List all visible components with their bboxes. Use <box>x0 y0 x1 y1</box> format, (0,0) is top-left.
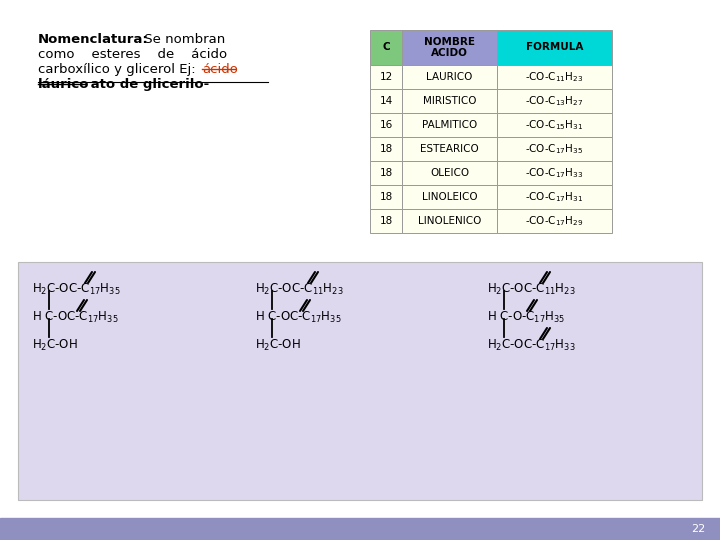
Text: -CO-C$_{17}$H$_{33}$: -CO-C$_{17}$H$_{33}$ <box>526 166 584 180</box>
Text: H$_2$C-OH: H$_2$C-OH <box>255 338 301 353</box>
Text: LAURICO: LAURICO <box>426 72 473 82</box>
Bar <box>18 262 702 500</box>
Bar <box>370 209 402 233</box>
Text: 22: 22 <box>690 524 705 534</box>
Bar <box>370 65 402 89</box>
Bar <box>402 137 497 161</box>
Text: -CO-C$_{17}$H$_{29}$: -CO-C$_{17}$H$_{29}$ <box>526 214 584 228</box>
Text: -CO-C$_{17}$H$_{35}$: -CO-C$_{17}$H$_{35}$ <box>526 142 584 156</box>
Bar <box>497 209 612 233</box>
Text: ácido: ácido <box>202 63 238 76</box>
Bar <box>402 185 497 209</box>
Text: -CO-C$_{17}$H$_{31}$: -CO-C$_{17}$H$_{31}$ <box>526 190 584 204</box>
Text: 18: 18 <box>379 168 392 178</box>
Bar <box>497 185 612 209</box>
Text: H C-OC-C$_{17}$H$_{35}$: H C-OC-C$_{17}$H$_{35}$ <box>32 310 119 325</box>
Bar <box>497 113 612 137</box>
Bar <box>402 209 497 233</box>
Text: H$_2$C-OC-C$_{11}$H$_{23}$: H$_2$C-OC-C$_{11}$H$_{23}$ <box>487 282 575 297</box>
Text: H$_2$C-OH: H$_2$C-OH <box>32 338 78 353</box>
Text: como    esteres    de    ácido: como esteres de ácido <box>38 48 227 61</box>
Bar <box>497 137 612 161</box>
Text: 14: 14 <box>379 96 392 106</box>
Text: 12: 12 <box>379 72 392 82</box>
Text: -CO-C$_{15}$H$_{31}$: -CO-C$_{15}$H$_{31}$ <box>526 118 584 132</box>
Text: LINOLENICO: LINOLENICO <box>418 216 481 226</box>
Text: H C-O-C$_{17}$H$_{35}$: H C-O-C$_{17}$H$_{35}$ <box>487 310 565 325</box>
Bar <box>402 161 497 185</box>
Text: MIRISTICO: MIRISTICO <box>423 96 476 106</box>
Text: H$_2$C-OC-C$_{17}$H$_{33}$: H$_2$C-OC-C$_{17}$H$_{33}$ <box>487 338 575 353</box>
Text: FORMULA: FORMULA <box>526 43 583 52</box>
Text: Se nombran: Se nombran <box>140 33 225 46</box>
Bar <box>497 30 612 65</box>
Text: PALMITICO: PALMITICO <box>422 120 477 130</box>
Text: -CO-C$_{11}$H$_{23}$: -CO-C$_{11}$H$_{23}$ <box>526 70 584 84</box>
Text: 18: 18 <box>379 216 392 226</box>
Text: LINOLEICO: LINOLEICO <box>422 192 477 202</box>
Text: NOMBRE
ACIDO: NOMBRE ACIDO <box>424 37 475 58</box>
Text: -CO-C$_{13}$H$_{27}$: -CO-C$_{13}$H$_{27}$ <box>526 94 584 108</box>
Text: 18: 18 <box>379 192 392 202</box>
Text: H$_2$C-OC-C$_{11}$H$_{23}$: H$_2$C-OC-C$_{11}$H$_{23}$ <box>255 282 343 297</box>
Bar <box>402 89 497 113</box>
Bar <box>0 518 720 540</box>
Bar <box>370 185 402 209</box>
Text: H$_2$C-OC-C$_{17}$H$_{35}$: H$_2$C-OC-C$_{17}$H$_{35}$ <box>32 282 120 297</box>
Bar <box>497 65 612 89</box>
Text: ato de glicerilo-: ato de glicerilo- <box>86 78 210 91</box>
Text: Nomenclatura:: Nomenclatura: <box>38 33 149 46</box>
Bar <box>402 30 497 65</box>
Text: H C-OC-C$_{17}$H$_{35}$: H C-OC-C$_{17}$H$_{35}$ <box>255 310 341 325</box>
Bar <box>370 161 402 185</box>
Bar <box>370 89 402 113</box>
Bar <box>402 113 497 137</box>
Bar <box>370 30 402 65</box>
Text: láurico: láurico <box>38 78 89 91</box>
Text: carboxílico y glicerol Ej:: carboxílico y glicerol Ej: <box>38 63 200 76</box>
Text: 18: 18 <box>379 144 392 154</box>
Text: 16: 16 <box>379 120 392 130</box>
Text: C: C <box>382 43 390 52</box>
Bar <box>402 65 497 89</box>
Text: OLEICO: OLEICO <box>430 168 469 178</box>
Bar <box>497 161 612 185</box>
Bar <box>370 137 402 161</box>
Text: ESTEARICO: ESTEARICO <box>420 144 479 154</box>
Bar <box>370 113 402 137</box>
Bar <box>497 89 612 113</box>
